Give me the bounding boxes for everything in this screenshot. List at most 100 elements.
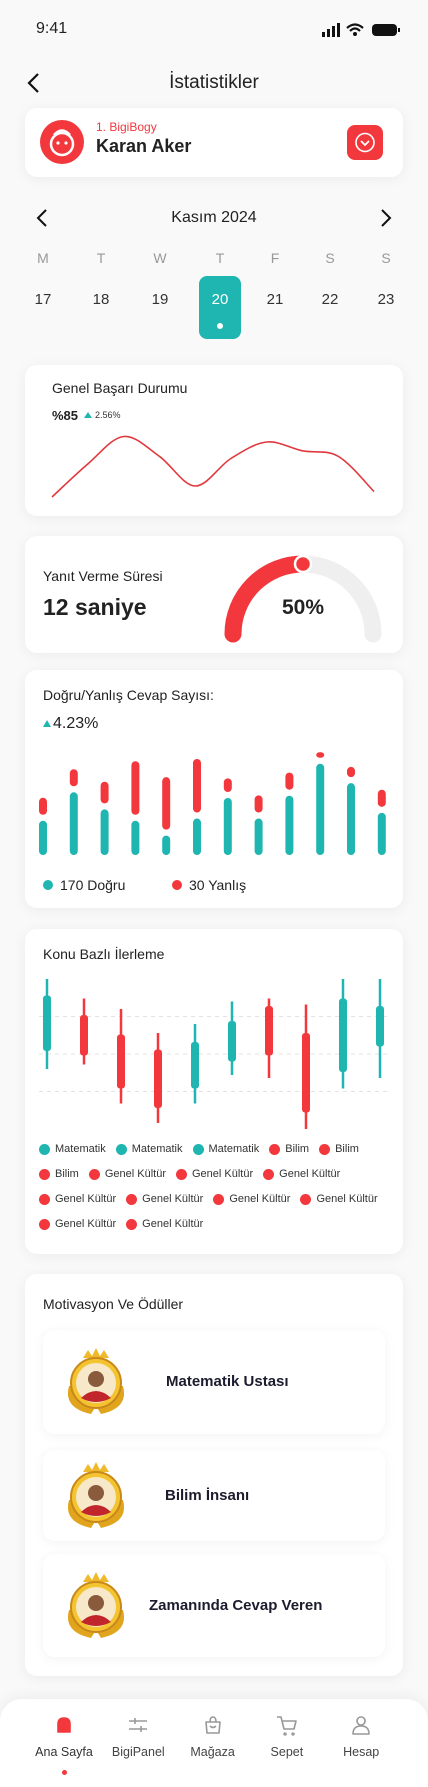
legend-dot: [300, 1193, 312, 1205]
nav-label[interactable]: Hesap: [343, 1745, 380, 1759]
nav-icon[interactable]: [202, 1714, 224, 1736]
bar: [162, 777, 171, 830]
icon-shape: [276, 1716, 297, 1736]
legend-item: Genel Kültür: [300, 1191, 378, 1207]
award-item[interactable]: Zamanında Cevap Veren: [43, 1554, 385, 1657]
success-card: Genel Başarı Durumu %85 2.56%: [25, 365, 403, 516]
bar: [254, 818, 263, 855]
legend-item: Genel Kültür: [263, 1166, 340, 1182]
day[interactable]: 22: [321, 291, 339, 308]
icon-shape: [352, 1716, 370, 1735]
legend-label: Genel Kültür: [55, 1218, 117, 1230]
legend-item: Matematik: [39, 1141, 106, 1157]
nav-icon[interactable]: [53, 1714, 75, 1736]
award-item[interactable]: Bilim İnsanı: [43, 1450, 385, 1541]
weekday: T: [215, 250, 225, 266]
nav-icon[interactable]: [350, 1714, 372, 1736]
next-month[interactable]: [380, 208, 392, 228]
legend-label: Genel Kültür: [142, 1193, 204, 1205]
nav-label[interactable]: Mağaza: [190, 1745, 235, 1759]
day[interactable]: 23: [377, 291, 395, 308]
legend-label: Matematik: [208, 1143, 260, 1155]
day[interactable]: 21: [266, 291, 284, 308]
bar: [223, 798, 232, 855]
up-icon: [43, 720, 51, 727]
bar: [193, 818, 201, 855]
legend-item: Genel Kültür: [39, 1216, 116, 1232]
legend-label: Bilim: [285, 1143, 310, 1155]
answers-card: Doğru/Yanlış Cevap Sayısı: 4.23% 170 Doğ…: [25, 670, 403, 908]
day[interactable]: 18: [92, 291, 110, 308]
candle-body: [117, 1034, 125, 1089]
card-title: Motivasyon Ve Ödüller: [43, 1296, 184, 1312]
legend-label: 30 Yanlış: [189, 877, 246, 893]
award-item[interactable]: Matematik Ustası: [43, 1330, 385, 1434]
bar: [39, 820, 47, 855]
day[interactable]: 17: [34, 291, 52, 308]
change: 4.23%: [53, 715, 99, 732]
legend-label: Bilim: [55, 1168, 79, 1180]
legend-label: 170 Doğru: [60, 877, 125, 893]
badge-crown: [83, 1348, 109, 1358]
legend-item: Matematik: [192, 1141, 260, 1157]
badge-face: [88, 1594, 104, 1611]
bar: [285, 772, 294, 790]
badge: [67, 1348, 125, 1414]
bar: [316, 752, 325, 758]
gauge-value: [224, 555, 312, 643]
legend-item: Genel Kültür: [88, 1166, 166, 1182]
award-name: Matematik Ustası: [166, 1373, 289, 1390]
legend-dot: [43, 880, 53, 890]
bar: [377, 789, 386, 807]
legend-dot: [39, 1218, 50, 1230]
award-name: Zamanında Cevap Veren: [149, 1596, 323, 1614]
badge-face: [88, 1484, 104, 1501]
legend-item: Genel Kültür: [39, 1191, 116, 1207]
candle-body: [80, 1015, 88, 1056]
bar: [223, 778, 232, 792]
gauge: 50%: [224, 554, 382, 643]
prev-month[interactable]: [36, 208, 48, 228]
back-button[interactable]: [26, 72, 42, 94]
badge-wreath: [67, 1609, 125, 1638]
badge-wreath: [67, 1386, 125, 1414]
dropdown-button[interactable]: [347, 125, 383, 160]
nav-icon[interactable]: [276, 1714, 298, 1736]
legend-item: Genel Kültür: [176, 1166, 253, 1182]
legend-dot: [213, 1193, 225, 1205]
badge: [67, 1461, 125, 1528]
candle-body: [376, 1006, 384, 1047]
weekday: F: [270, 250, 280, 266]
month-label: Kasım 2024: [171, 209, 257, 226]
legend-label: Genel Kültür: [55, 1193, 117, 1205]
line: [51, 435, 375, 498]
candle-body: [228, 1021, 236, 1062]
nav-icon[interactable]: [127, 1714, 149, 1736]
candle-body: [43, 995, 51, 1051]
legend-item: Genel Kültür: [213, 1191, 290, 1207]
bar-chart: 170 Doğru 30 Yanlış: [39, 752, 386, 893]
active-dot: [61, 1770, 67, 1775]
up-icon: [84, 412, 92, 418]
card-title: Yanıt Verme Süresi: [43, 568, 163, 584]
candle-body: [265, 1006, 273, 1056]
nav-label[interactable]: BigiPanel: [111, 1745, 165, 1759]
legend-dot: [263, 1168, 275, 1180]
day[interactable]: 20: [211, 291, 229, 308]
card-title: Konu Bazlı İlerleme: [43, 946, 165, 962]
legend-label: Matematik: [131, 1143, 183, 1155]
candle-body: [339, 998, 347, 1072]
nav-label[interactable]: Sepet: [270, 1745, 304, 1759]
bar: [69, 769, 78, 787]
weekday: W: [153, 250, 167, 266]
badge: [67, 1571, 125, 1638]
bar: [347, 766, 355, 778]
legend-label: Genel Kültür: [192, 1168, 254, 1180]
selected-dot: [217, 323, 223, 329]
day[interactable]: 19: [151, 291, 169, 308]
nav-label[interactable]: Ana Sayfa: [35, 1745, 93, 1759]
weekday: S: [325, 250, 335, 266]
legend-item: Genel Kültür: [126, 1216, 203, 1232]
legend-item: Bilim: [269, 1141, 309, 1157]
